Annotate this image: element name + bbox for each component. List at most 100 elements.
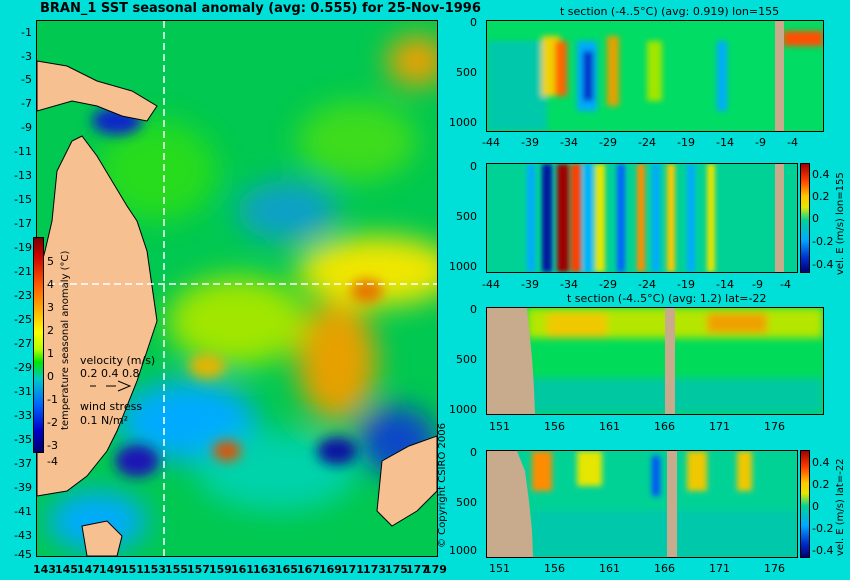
lat-tick: -27	[14, 337, 32, 350]
panel3-title: t section (-4..5°C) (avg: 1.2) lat=-22	[567, 292, 767, 305]
panel2-svg	[487, 164, 797, 272]
lon-tick: 161	[231, 563, 254, 576]
main-colorbar	[33, 237, 44, 453]
lon-tick: 155	[165, 563, 188, 576]
lat-tick: -44	[482, 136, 500, 149]
lon-tick: 151	[489, 420, 510, 433]
lon-tick: 176	[764, 420, 785, 433]
main-colorbar-label: temperature seasonal anomaly (°C)	[60, 250, 71, 430]
depth-tick: 0	[470, 303, 477, 316]
lat-tick: -19	[677, 278, 695, 291]
depth-tick: 500	[456, 210, 477, 223]
velocity-legend-scale: 0.2 0.4 0.8	[80, 367, 140, 380]
lon-tick: 165	[275, 563, 298, 576]
colorbar-tick: 0.2	[812, 478, 830, 491]
lon-tick: 145	[55, 563, 78, 576]
panel1-title: t section (-4..5°C) (avg: 0.919) lon=155	[560, 5, 780, 18]
depth-tick: 1000	[449, 544, 477, 557]
lat-tick: -31	[14, 385, 32, 398]
panel3-svg	[487, 308, 823, 414]
lon-tick: 153	[143, 563, 166, 576]
depth-tick: 500	[456, 66, 477, 79]
depth-tick: 0	[470, 16, 477, 29]
lat-tick: -43	[14, 529, 32, 542]
lon-tick: 167	[297, 563, 320, 576]
lat-tick: -9	[755, 136, 766, 149]
lon-tick: 169	[319, 563, 342, 576]
colorbar-tick: 0.4	[812, 456, 830, 469]
lon-tick: 173	[363, 563, 386, 576]
colorbar-tick: 0	[47, 370, 54, 383]
depth-tick: 500	[456, 353, 477, 366]
lat-tick: -39	[521, 278, 539, 291]
lat-tick: -29	[599, 278, 617, 291]
panel4-svg	[487, 451, 797, 557]
lon-tick: 166	[654, 420, 675, 433]
lat-tick: -35	[14, 433, 32, 446]
lon-tick: 156	[544, 562, 565, 575]
lat-tick: -39	[521, 136, 539, 149]
depth-tick: 1000	[449, 260, 477, 273]
lon-tick: 151	[489, 562, 510, 575]
colorbar-tick: -1	[47, 393, 58, 406]
wind-legend-scale: 0.1 N/m²	[80, 414, 129, 427]
lat-tick: -3	[21, 50, 32, 63]
lat-tick: -24	[638, 278, 656, 291]
panel2-side-label: vel. E (m/s) lon=155	[835, 172, 846, 275]
lon-tick: 161	[599, 420, 620, 433]
lat-tick: -45	[14, 548, 32, 561]
lat-tick: -23	[14, 289, 32, 302]
lon-tick: 171	[709, 562, 730, 575]
lon-tick: 177	[406, 563, 429, 576]
lat-tick: -15	[14, 193, 32, 206]
lat-tick: -29	[14, 361, 32, 374]
lon-tick: 157	[187, 563, 210, 576]
lat-tick: -1	[21, 26, 32, 39]
lat-tick: -9	[752, 278, 763, 291]
lon-tick: 151	[121, 563, 144, 576]
lat-tick: -37	[14, 457, 32, 470]
lat-tick: -14	[716, 136, 734, 149]
panel2-colorbar	[800, 163, 810, 273]
lat-tick: -14	[716, 278, 734, 291]
lat-tick: -33	[14, 409, 32, 422]
colorbar-tick: -0.4	[812, 258, 834, 271]
lat-tick: -13	[14, 169, 32, 182]
lat-tick: -19	[14, 241, 32, 254]
colorbar-tick: -0.2	[812, 522, 834, 535]
lat-tick: -11	[14, 145, 32, 158]
lat-tick: -4	[780, 278, 791, 291]
colorbar-tick: -4	[47, 455, 58, 468]
lat-tick: -5	[21, 73, 32, 86]
lat-tick: -9	[21, 121, 32, 134]
colorbar-tick: -0.2	[812, 235, 834, 248]
lon-tick: 147	[77, 563, 100, 576]
colorbar-tick: 1	[47, 347, 54, 360]
panel4-plot	[486, 450, 798, 558]
lon-tick: 159	[209, 563, 232, 576]
depth-tick: 0	[470, 446, 477, 459]
lon-tick: 171	[341, 563, 364, 576]
colorbar-tick: 4	[47, 278, 54, 291]
colorbar-tick: 0	[812, 212, 819, 225]
lon-tick: 176	[764, 562, 785, 575]
lon-tick: 171	[709, 420, 730, 433]
lat-tick: -17	[14, 217, 32, 230]
panel1-svg	[487, 21, 823, 131]
colorbar-tick: 5	[47, 255, 54, 268]
lat-tick: -19	[677, 136, 695, 149]
lon-tick: 175	[385, 563, 408, 576]
colorbar-tick: -3	[47, 439, 58, 452]
main-map-plot	[36, 20, 438, 557]
copyright-notice: © Copyright CSIRO 2006	[437, 423, 448, 548]
panel4-side-label: vel. E (m/s) lat=-22	[835, 458, 846, 556]
colorbar-tick: 0.2	[812, 190, 830, 203]
panel4-colorbar	[800, 450, 810, 558]
main-map-svg	[37, 21, 437, 556]
depth-tick: 1000	[449, 403, 477, 416]
lat-tick: -21	[14, 265, 32, 278]
lat-tick: -29	[599, 136, 617, 149]
wind-legend-title: wind stress	[80, 400, 143, 413]
colorbar-tick: 0.4	[812, 168, 830, 181]
lat-tick: -25	[14, 313, 32, 326]
